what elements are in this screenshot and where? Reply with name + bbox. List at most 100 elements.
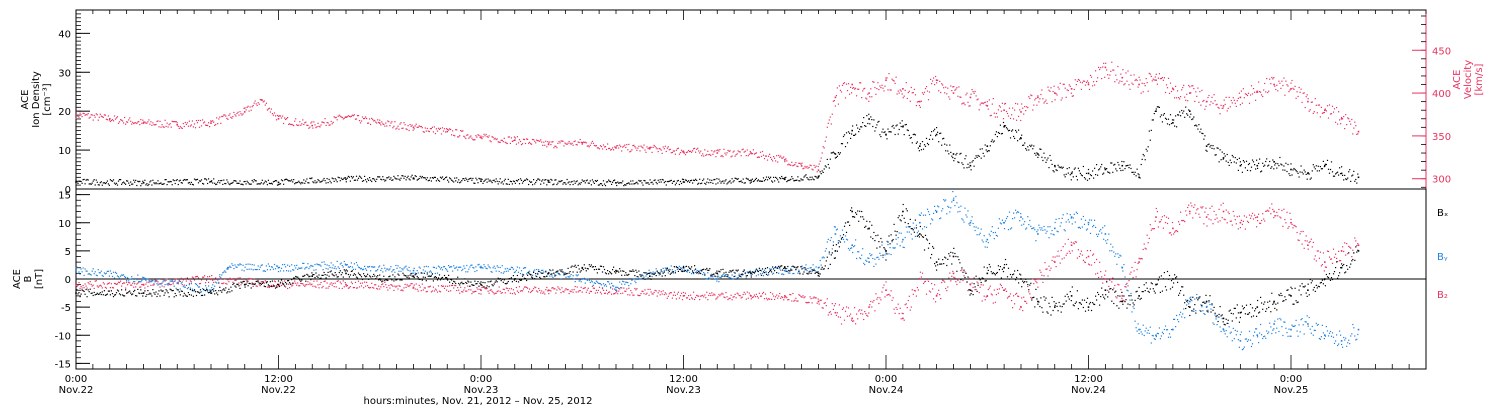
- density-series-dot: [268, 182, 270, 184]
- bz-series-dot: [664, 292, 666, 294]
- bz-series-dot: [588, 292, 590, 294]
- bz-series-dot: [532, 289, 534, 292]
- density-series-dot: [1062, 166, 1064, 168]
- velocity-series-dot: [1312, 112, 1314, 114]
- bz-series-dot: [168, 282, 170, 284]
- by-series-dot: [710, 276, 712, 278]
- by-series-dot: [576, 275, 578, 277]
- bz-series-dot: [599, 291, 602, 293]
- velocity-series-dot: [173, 121, 175, 123]
- bz-series-dot: [459, 292, 461, 294]
- density-series-dot: [477, 182, 479, 184]
- by-series-dot: [853, 246, 855, 248]
- density-series-dot: [1050, 159, 1052, 161]
- bz-series-dot: [1332, 248, 1335, 250]
- density-series-dot: [138, 181, 140, 183]
- by-series-dot: [768, 274, 770, 276]
- velocity-series-dot: [796, 165, 798, 167]
- density-series-dot: [373, 178, 375, 180]
- bz-series-dot: [571, 289, 573, 291]
- bz-series-dot: [1054, 256, 1056, 258]
- by-series-dot: [254, 268, 256, 271]
- by-series-dot: [184, 286, 186, 288]
- bz-series-dot: [472, 291, 474, 293]
- density-series-dot: [625, 184, 627, 186]
- bz-series-dot: [1075, 241, 1077, 243]
- bz-series-dot: [490, 289, 492, 291]
- velocity-series-dot: [159, 120, 161, 122]
- by-series-dot: [333, 267, 335, 269]
- bz-series-dot: [516, 290, 518, 292]
- bz-series-point: [1189, 210, 1191, 213]
- density-series-dot: [845, 132, 848, 134]
- bz-series-dot: [788, 299, 790, 301]
- bz-series-dot: [904, 304, 906, 306]
- density-series-dot: [922, 148, 925, 150]
- velocity-series-dot: [539, 140, 541, 142]
- density-series-dot: [583, 180, 585, 182]
- bz-series-dot: [476, 287, 478, 289]
- density-series-dot: [831, 152, 833, 154]
- bz-series-dot: [903, 319, 905, 321]
- density-series-dot: [765, 176, 768, 178]
- bz-series-point: [1324, 261, 1326, 263]
- velocity-series-dot: [866, 98, 868, 100]
- bz-series-dot: [889, 295, 891, 297]
- velocity-series-dot: [1189, 86, 1191, 88]
- velocity-series-dot: [1048, 89, 1050, 91]
- bz-series-dot: [193, 279, 196, 281]
- bz-series-dot: [824, 302, 826, 304]
- bz-series-dot: [1293, 224, 1295, 226]
- bz-series-dot: [918, 277, 920, 280]
- bz-series-dot: [1011, 300, 1013, 302]
- bz-series-dot: [810, 298, 812, 300]
- density-series-dot: [773, 176, 775, 178]
- density-series-dot: [1066, 168, 1068, 170]
- bz-series-dot: [1263, 218, 1265, 220]
- density-series-dot: [464, 179, 466, 181]
- density-series-dot: [1122, 169, 1124, 171]
- by-series-dot: [564, 272, 566, 274]
- velocity-series-dot: [789, 164, 791, 166]
- bz-series-dot: [1337, 261, 1339, 263]
- velocity-series-dot: [1063, 83, 1065, 85]
- velocity-series-dot: [1173, 89, 1175, 91]
- density-series-dot: [830, 152, 832, 154]
- bz-series-dot: [1073, 243, 1075, 245]
- velocity-series-point: [1222, 105, 1225, 107]
- bz-series-dot: [537, 291, 539, 293]
- bz-series-point: [1256, 216, 1259, 218]
- bz-series-dot: [841, 308, 844, 310]
- bz-series-dot: [971, 282, 973, 284]
- by-series-dot: [785, 270, 787, 273]
- density-series-dot: [624, 184, 626, 186]
- density-series-dot: [88, 183, 90, 185]
- bz-series-dot: [769, 298, 771, 300]
- velocity-series-dot: [724, 152, 726, 154]
- by-series-dot: [482, 267, 484, 269]
- velocity-series-dot: [81, 116, 83, 118]
- velocity-series-point: [885, 79, 887, 81]
- velocity-series-dot: [1080, 88, 1082, 90]
- velocity-series-dot: [343, 117, 345, 119]
- velocity-series-dot: [428, 130, 430, 133]
- bz-series-dot: [156, 280, 158, 282]
- velocity-series-dot: [1196, 95, 1198, 97]
- density-series-dot: [690, 180, 692, 182]
- bz-series-dot: [758, 292, 760, 294]
- density-series-dot: [877, 121, 879, 123]
- density-series-dot: [1350, 180, 1352, 182]
- by-series-dot: [325, 267, 327, 270]
- density-series-dot: [1266, 158, 1268, 160]
- density-series-dot: [1268, 164, 1270, 166]
- velocity-series-dot: [577, 141, 579, 143]
- bz-series-dot: [724, 297, 726, 299]
- velocity-series-dot: [610, 149, 612, 151]
- density-series-dot: [793, 180, 795, 182]
- density-series-dot: [166, 184, 168, 186]
- velocity-series-dot: [374, 119, 376, 122]
- bz-series-dot: [1107, 289, 1109, 291]
- bz-series-dot: [296, 284, 298, 286]
- density-series-dot: [295, 182, 297, 184]
- bz-series-dot: [956, 283, 958, 285]
